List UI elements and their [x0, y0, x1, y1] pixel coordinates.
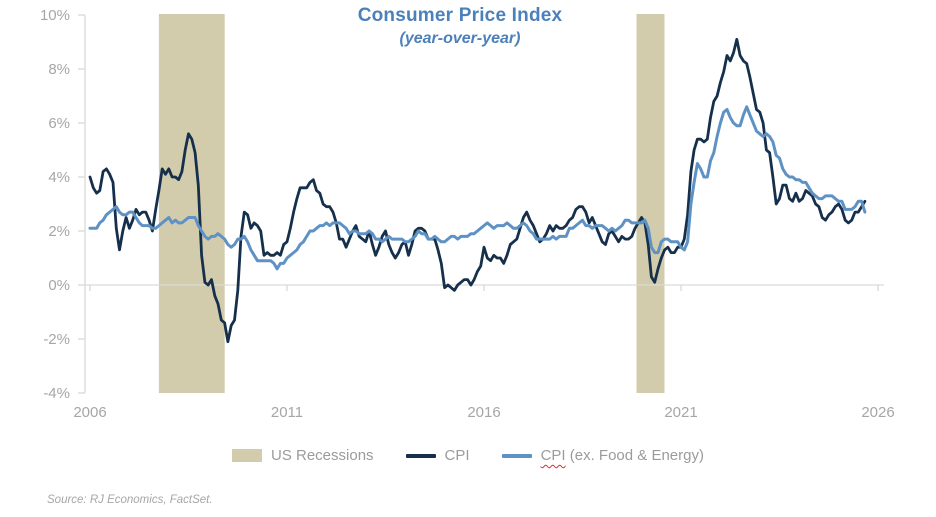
x-axis-label: 2021	[664, 404, 697, 421]
legend-item-us-recessions: US Recessions	[232, 447, 374, 464]
y-axis-label: 2%	[48, 223, 70, 240]
y-axis-label: 0%	[48, 277, 70, 294]
cpi-series-line	[88, 37, 867, 344]
legend-label-cpi: CPI	[444, 447, 470, 464]
recession-band	[158, 14, 225, 393]
legend-label-core-cpi-rest: (ex. Food & Energy)	[565, 447, 704, 464]
y-axis-label: 8%	[48, 61, 70, 78]
core-cpi-line-swatch	[501, 453, 532, 458]
chart-legend: US Recessions CPI CPI (ex. Food & Energy…	[0, 447, 936, 464]
cpi-line-swatch	[405, 453, 436, 458]
chart-title: Consumer Price Index	[357, 5, 563, 26]
core-cpi-series-line	[88, 105, 867, 271]
y-axis-label: 4%	[48, 169, 70, 186]
x-axis-label: 2026	[861, 404, 894, 421]
y-axis-label: -2%	[43, 331, 70, 348]
title-block: Consumer Price Index (year-over-year)	[0, 5, 920, 48]
y-axis-label: -4%	[43, 385, 70, 402]
legend-item-cpi: CPI	[405, 447, 470, 464]
source-note: Source: RJ Economics, FactSet.	[47, 494, 213, 506]
x-axis-label: 2011	[271, 404, 303, 421]
chart-subtitle: (year-over-year)	[399, 30, 521, 47]
legend-item-core-cpi: CPI (ex. Food & Energy)	[501, 447, 704, 464]
x-axis-label: 2016	[467, 404, 500, 421]
legend-label-us-recessions: US Recessions	[271, 447, 374, 464]
recession-swatch	[232, 449, 262, 462]
legend-label-core-cpi-word: CPI	[540, 447, 566, 464]
legend-label-core-cpi: CPI (ex. Food & Energy)	[541, 447, 704, 464]
y-axis-label: 6%	[48, 115, 70, 132]
y-axis-label: 10%	[40, 7, 70, 24]
x-axis-label: 2006	[73, 404, 106, 421]
recession-band	[636, 14, 665, 393]
cpi-line-chart: 10% 8% 6% 4% 2% 0% -2% -4%2006 2011 2016 2021 2026	[40, 7, 895, 421]
